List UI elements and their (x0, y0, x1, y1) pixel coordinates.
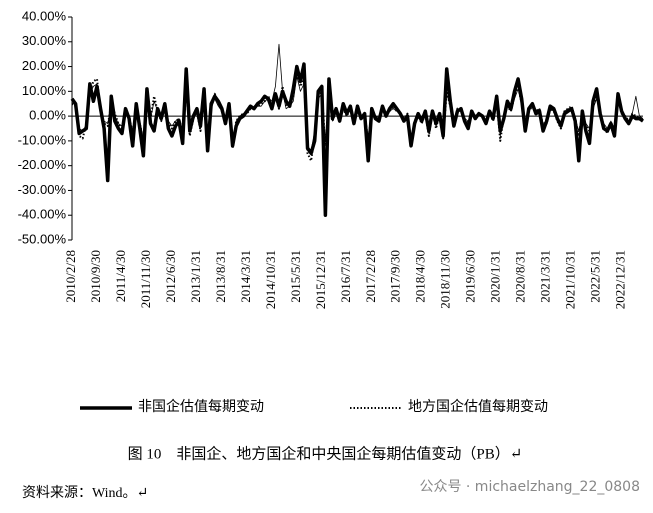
x-tick-label: 2011/4/30 (113, 250, 128, 302)
y-tick-label: 0.00% (29, 108, 66, 123)
x-tick-label: 2014/3/31 (238, 250, 253, 303)
caption: 图 10 非国企、地方国企和中央国企每期估值变动（PB）↵ (128, 444, 523, 462)
x-tick-label: 2016/7/31 (338, 250, 353, 303)
y-tick-label: 40.00% (22, 8, 67, 23)
x-tick-label: 2012/6/30 (163, 250, 178, 303)
watermark: 公众号 · michaelzhang_22_0808 (419, 479, 640, 495)
x-tick-label: 2020/1/31 (488, 250, 503, 303)
x-tick-label: 2017/2/28 (363, 250, 378, 303)
y-tick-label: -40.00% (18, 207, 67, 222)
x-tick-label: 2022/12/31 (613, 250, 628, 309)
x-tick-label: 2017/9/30 (388, 250, 403, 303)
y-tick-label: 30.00% (22, 33, 67, 48)
x-tick-label: 2021/3/31 (538, 250, 553, 303)
y-tick-label: 10.00% (22, 83, 67, 98)
x-tick-label: 2018/4/30 (413, 250, 428, 303)
y-tick-label: -20.00% (18, 157, 67, 172)
y-tick-label: -30.00% (18, 182, 67, 197)
legend-label: 非国企估值每期变动 (138, 398, 264, 415)
x-tick-label: 2013/8/31 (213, 250, 228, 303)
x-tick-label: 2013/1/31 (188, 250, 203, 303)
x-tick-label: 2015/12/31 (313, 250, 328, 309)
series-line (70, 62, 644, 217)
x-tick-label: 2010/9/30 (88, 250, 103, 303)
x-tick-label: 2019/6/30 (463, 250, 478, 303)
x-tick-label: 2015/5/31 (288, 250, 303, 303)
source: 资料来源：Wind。↵ (22, 485, 148, 501)
x-tick-label: 2011/11/30 (138, 250, 153, 308)
y-tick-label: -10.00% (18, 132, 67, 147)
series-line (71, 43, 644, 152)
x-tick-label: 2014/10/31 (263, 250, 278, 309)
x-tick-label: 2022/5/31 (588, 250, 603, 303)
y-tick-label: -50.00% (18, 231, 67, 246)
x-tick-label: 2018/11/30 (438, 250, 453, 309)
x-tick-label: 2021/10/31 (563, 250, 578, 309)
y-tick-label: 20.00% (22, 58, 67, 73)
x-tick-label: 2020/8/31 (513, 250, 528, 303)
legend-label: 地方国企估值每期变动 (408, 398, 548, 415)
x-tick-label: 2010/2/28 (63, 250, 78, 303)
